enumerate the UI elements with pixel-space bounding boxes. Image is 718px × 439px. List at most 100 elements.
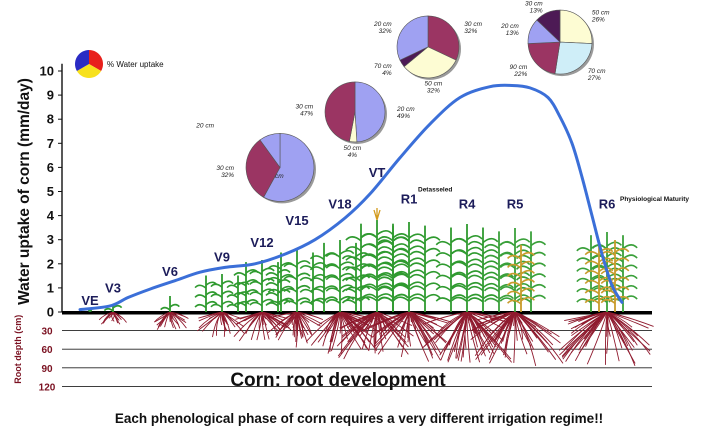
root-strand <box>376 311 414 337</box>
pie-slice <box>354 81 386 143</box>
plant-leaf <box>267 288 282 294</box>
diagram-title: Corn: root development <box>230 370 446 391</box>
plant-leaf <box>451 296 468 303</box>
plant-leaf <box>498 240 515 247</box>
stage-note: Physiological Maturity <box>620 196 689 203</box>
plant-leaf <box>361 285 378 292</box>
pie-slice-pct: 32% <box>379 28 392 35</box>
plant-leaf <box>377 262 394 268</box>
plant-leaf <box>265 302 279 307</box>
plant-leaf <box>435 263 452 269</box>
y-tick-label: 8 <box>47 112 54 127</box>
root-strand <box>221 311 245 328</box>
pie-slice-label: 20 cm <box>500 23 519 30</box>
root-strand <box>295 311 299 320</box>
root-strand <box>482 311 516 320</box>
plant-leaf <box>360 293 377 300</box>
plant-leaf <box>205 300 218 306</box>
plant-leaf <box>530 273 547 279</box>
pie-slice-pct: 4% <box>348 152 358 159</box>
pie-slice-label: 30 cm <box>464 21 482 28</box>
plant-leaf <box>530 251 547 257</box>
plant-leaf <box>424 270 441 277</box>
plant-leaf <box>249 301 263 307</box>
plant-leaf <box>360 263 377 269</box>
root-strand <box>212 311 223 338</box>
plant-leaf <box>408 269 425 275</box>
root-strand <box>153 311 171 323</box>
plant-leaf <box>309 255 325 261</box>
plant-leaf <box>210 303 223 309</box>
water-uptake-curve <box>78 83 624 312</box>
plant-leaf <box>296 297 311 303</box>
plant-leaf <box>520 260 535 266</box>
plant-leaf <box>226 284 239 289</box>
plant-leaf <box>249 291 263 296</box>
plant-leaf <box>482 237 499 244</box>
root-strand <box>235 311 263 326</box>
root-strand <box>267 311 298 319</box>
plant-leaf <box>393 296 410 302</box>
plant-leaf <box>483 276 500 282</box>
root-strand <box>448 311 468 346</box>
plant-leaf <box>584 260 600 266</box>
plant-leaf <box>515 243 532 250</box>
root-strand <box>453 311 468 352</box>
root-strand <box>221 311 227 323</box>
plant-leaf <box>345 266 362 272</box>
pie-slice <box>245 139 281 198</box>
plant-leaf <box>392 293 409 300</box>
plant-leaf <box>507 281 522 287</box>
plant-leaf <box>409 262 426 268</box>
plant-leaf <box>483 297 500 303</box>
root-strand <box>169 311 187 324</box>
plant-leaf <box>323 274 339 280</box>
plant-leaf <box>392 253 409 259</box>
plant-leaf <box>520 251 535 257</box>
plant-leaf <box>325 264 341 270</box>
root-strand <box>492 311 516 324</box>
plant-leaf <box>450 249 467 255</box>
plant-leaf <box>584 289 600 295</box>
plant-leaf <box>103 307 114 312</box>
plant-leaf <box>392 270 409 277</box>
root-strand <box>460 311 468 362</box>
plant-leaf <box>339 295 355 301</box>
stage-label-ve: VE <box>81 293 99 308</box>
plant-leaf <box>309 299 325 305</box>
stage-label-r6: R6 <box>599 196 616 211</box>
plant-leaf <box>267 276 282 282</box>
root-strand <box>466 311 491 354</box>
plant-leaf <box>507 272 522 278</box>
plant-leaf <box>226 294 239 299</box>
pie-slice-label: 20 cm <box>195 122 214 129</box>
plant-leaf <box>598 276 614 282</box>
plant-leaf <box>598 286 614 292</box>
footer-caption: Each phenological phase of corn requires… <box>114 411 604 426</box>
plant-leaf <box>221 300 234 306</box>
root-strand <box>574 311 608 362</box>
y-tick-label: 5 <box>47 184 54 199</box>
stage-label-r4: R4 <box>459 196 476 211</box>
pie-slice-label: 30 cm <box>525 0 543 7</box>
plant-tassel <box>373 208 381 221</box>
plant-leaf <box>614 267 630 273</box>
root-strand <box>571 311 608 337</box>
plant-leaf <box>450 271 467 277</box>
root-strand <box>337 311 378 357</box>
plant-leaf <box>299 288 314 294</box>
plant-leaf <box>450 282 467 289</box>
plant-leaf <box>584 250 600 256</box>
plant-leaf <box>435 240 452 247</box>
root-strand <box>329 311 341 328</box>
root-strand <box>408 311 430 362</box>
plant-leaf <box>483 286 500 293</box>
legend-slice <box>89 50 104 71</box>
plant-leaf <box>309 277 325 283</box>
root-strand <box>606 311 654 327</box>
y-tick-label: 4 <box>47 208 55 223</box>
root-strand <box>331 311 341 352</box>
plant-leaf <box>614 257 630 263</box>
plant-leaf <box>194 303 207 309</box>
